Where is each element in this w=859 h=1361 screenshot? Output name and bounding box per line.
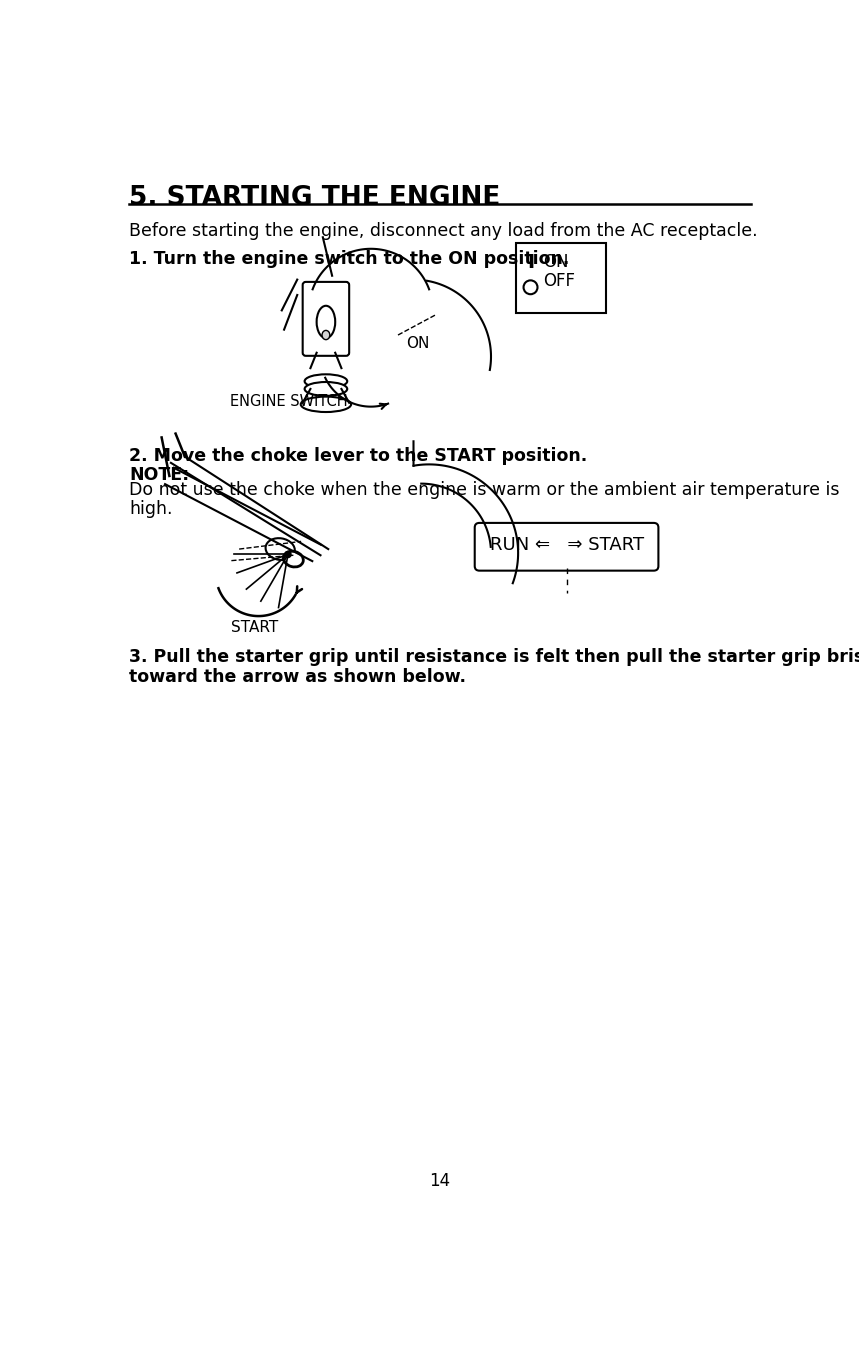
Text: RUN ⇐   ⇒ START: RUN ⇐ ⇒ START [490,536,643,554]
Ellipse shape [301,396,351,412]
Text: ON: ON [543,253,569,271]
Text: 1. Turn the engine switch to the ON position.: 1. Turn the engine switch to the ON posi… [129,250,570,268]
Text: ENGINE SWITCH: ENGINE SWITCH [230,393,347,408]
Text: OFF: OFF [543,272,575,290]
Circle shape [523,280,538,294]
Circle shape [285,551,291,558]
Text: high.: high. [129,499,173,517]
Ellipse shape [265,538,295,559]
Ellipse shape [322,331,330,340]
FancyBboxPatch shape [475,523,658,570]
Text: 2. Move the choke lever to the START position.: 2. Move the choke lever to the START pos… [129,446,588,464]
Text: 14: 14 [430,1172,450,1190]
Ellipse shape [305,382,347,396]
Ellipse shape [283,551,303,568]
Text: 5. STARTING THE ENGINE: 5. STARTING THE ENGINE [129,185,501,211]
FancyBboxPatch shape [515,242,606,313]
FancyBboxPatch shape [302,282,349,355]
Text: ON: ON [405,336,430,351]
Text: 3. Pull the starter grip until resistance is felt then pull the starter grip bri: 3. Pull the starter grip until resistanc… [129,648,859,666]
Text: NOTE:: NOTE: [129,465,189,485]
Ellipse shape [305,374,347,388]
Text: START: START [231,619,278,636]
Text: I: I [527,253,534,272]
Text: toward the arrow as shown below.: toward the arrow as shown below. [129,668,466,686]
Text: Before starting the engine, disconnect any load from the AC receptacle.: Before starting the engine, disconnect a… [129,222,758,240]
Text: Do not use the choke when the engine is warm or the ambient air temperature is: Do not use the choke when the engine is … [129,482,839,499]
Ellipse shape [317,306,335,338]
